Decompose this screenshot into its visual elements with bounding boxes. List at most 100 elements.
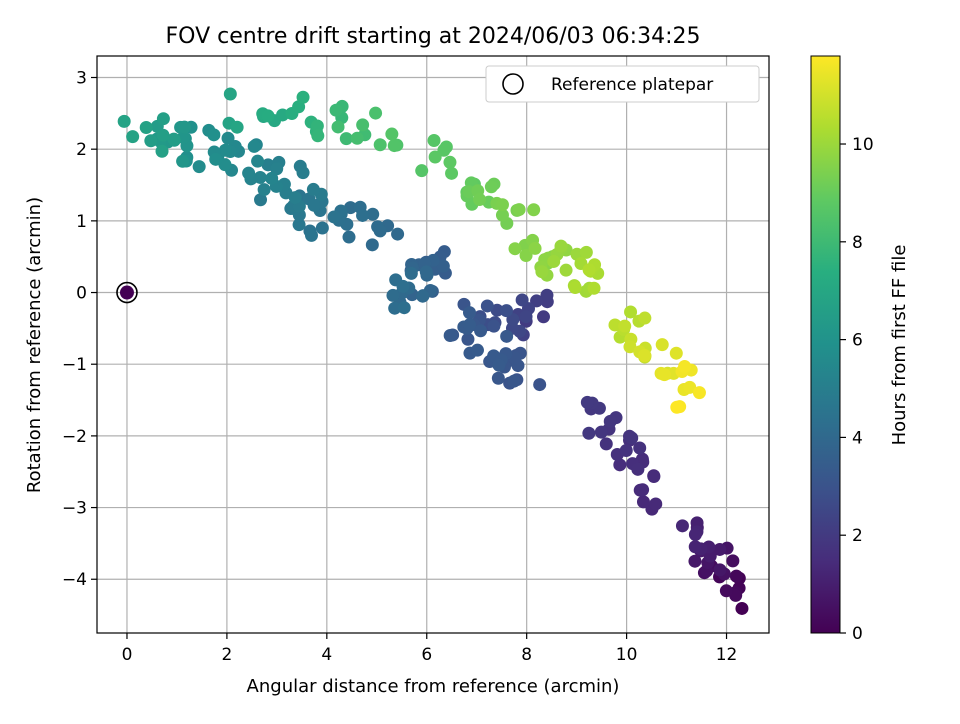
y-tick-label: −3 (62, 499, 87, 519)
data-point (218, 143, 232, 157)
data-point (461, 332, 475, 346)
data-point (257, 183, 271, 197)
data-point (491, 371, 505, 385)
data-point (508, 242, 522, 256)
data-point (688, 554, 702, 568)
data-point (315, 221, 329, 235)
data-point (156, 112, 170, 126)
colorbar-label: Hours from first FF file (889, 245, 910, 446)
data-point (443, 155, 457, 169)
data-point (623, 340, 637, 354)
data-point (536, 310, 550, 324)
data-point (507, 374, 521, 388)
data-point (366, 207, 380, 221)
data-point (385, 127, 399, 141)
colorbar: 0 2 4 6 8 10 Hours from first FF file (810, 55, 910, 644)
x-tick-label: 4 (321, 645, 332, 665)
data-point (463, 306, 477, 320)
data-point (500, 329, 514, 343)
data-point (547, 254, 561, 268)
data-point (594, 425, 608, 439)
data-point (528, 241, 542, 255)
chart-title: FOV centre drift starting at 2024/06/03 … (166, 24, 701, 49)
data-point (155, 144, 169, 158)
x-axis-label: Angular distance from reference (arcmin) (247, 676, 620, 697)
data-point (223, 87, 237, 101)
data-point (470, 343, 484, 357)
data-point (625, 431, 639, 445)
x-tick-label: 10 (616, 645, 638, 665)
data-point (310, 119, 324, 133)
data-point (713, 542, 727, 556)
data-point (427, 133, 441, 147)
y-tick-label: 3 (76, 69, 87, 89)
data-point (350, 131, 364, 145)
data-point (633, 441, 647, 455)
x-tick-label: 0 (122, 645, 133, 665)
data-point (492, 358, 506, 372)
data-point (254, 193, 268, 207)
data-point (515, 293, 529, 307)
data-point (117, 114, 131, 128)
colorbar-gradient (810, 55, 841, 634)
data-point (657, 368, 671, 382)
data-point (519, 310, 533, 324)
y-axis-label: Rotation from reference (arcmin) (24, 197, 45, 493)
data-point (678, 360, 692, 374)
y-tick-label: −2 (62, 427, 87, 447)
data-point (356, 208, 370, 222)
data-point (177, 120, 191, 134)
data-point (713, 563, 727, 577)
data-point (638, 311, 652, 325)
x-tick-label: 2 (221, 645, 232, 665)
data-point (261, 109, 275, 123)
data-point (638, 348, 652, 362)
data-point (729, 569, 743, 583)
data-point (599, 437, 613, 451)
data-point (540, 288, 554, 302)
data-points (116, 87, 749, 615)
legend-box (485, 65, 760, 103)
legend: Reference platepar (485, 65, 760, 103)
data-point (568, 280, 582, 294)
data-point (533, 378, 547, 392)
data-point (624, 305, 638, 319)
reference-point (119, 285, 134, 300)
y-tick-label: 0 (76, 284, 87, 304)
data-point (270, 162, 284, 176)
data-point (582, 263, 596, 277)
data-point (207, 128, 221, 142)
data-point (495, 198, 509, 212)
colorbar-ticks: 0 2 4 6 8 10 (840, 135, 874, 644)
data-point (242, 166, 256, 180)
data-point (436, 259, 450, 273)
data-point (559, 263, 573, 277)
data-point (304, 228, 318, 242)
data-point (719, 584, 733, 598)
colorbar-tick-label: 0 (852, 624, 863, 644)
data-point (176, 154, 190, 168)
data-point (292, 218, 306, 232)
data-point (192, 160, 206, 174)
data-point (365, 238, 379, 252)
data-point (582, 426, 596, 440)
data-point (416, 289, 430, 303)
data-point (495, 208, 509, 222)
data-point (388, 301, 402, 315)
data-point (655, 338, 669, 352)
reference-marker-ring (116, 281, 138, 304)
data-point (373, 224, 387, 238)
data-point (342, 230, 356, 244)
y-tick-label: −4 (62, 570, 87, 590)
data-point (156, 128, 170, 142)
data-point (519, 248, 533, 262)
data-point (530, 294, 544, 308)
x-tick-label: 12 (716, 645, 738, 665)
data-point (404, 266, 418, 280)
data-point (265, 171, 279, 185)
data-point (487, 319, 501, 333)
data-point (307, 198, 321, 212)
data-point (329, 103, 343, 117)
